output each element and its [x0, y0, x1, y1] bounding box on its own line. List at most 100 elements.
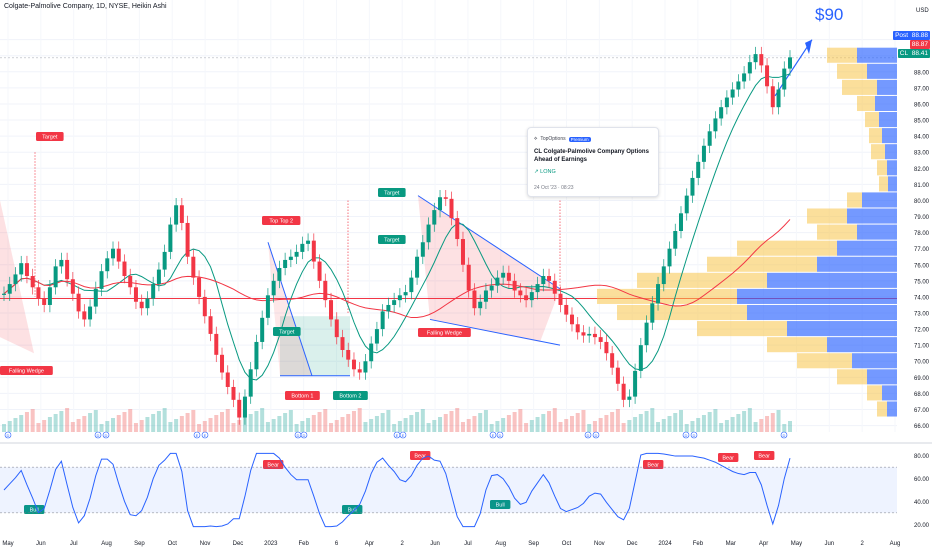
- price-tick-label: 84.00: [914, 135, 930, 141]
- candle-body: [615, 367, 620, 384]
- profile-bar-down: [817, 256, 897, 272]
- volume-bar: [231, 423, 236, 432]
- time-axis[interactable]: May Jun Jul Aug Sep Oct Nov Dec 2023 Feb 6 Apr 2 Jun J…: [2, 541, 900, 547]
- time-tick-label: May: [2, 541, 13, 547]
- candle-body: [449, 198, 454, 219]
- time-tick-label: Aug: [890, 541, 901, 547]
- candle-body: [59, 259, 64, 267]
- profile-bar-down: [787, 321, 897, 337]
- candle-body: [478, 301, 483, 309]
- candle-body: [265, 295, 270, 318]
- bear-label: Bear: [647, 462, 659, 468]
- volume-bar: [294, 424, 299, 432]
- candle-body: [76, 293, 81, 312]
- volume-bar: [151, 414, 156, 432]
- volume-bar: [2, 424, 6, 432]
- target-label: Target: [42, 134, 58, 140]
- time-tick-label: Apr: [759, 541, 768, 547]
- profile-bar-up: [865, 112, 879, 128]
- time-tick-label: Dec: [627, 541, 638, 547]
- rsi-tick-label: 80.00: [914, 454, 930, 460]
- volume-bar: [191, 410, 196, 432]
- volume-bar: [19, 415, 24, 432]
- volume-bar: [782, 424, 787, 432]
- volume-bar: [185, 413, 190, 432]
- idea-card[interactable]: ⟡ TopOptions Premium CL Colgate-Palmoliv…: [527, 127, 659, 197]
- price-tick-label: 74.00: [914, 295, 930, 301]
- profile-bar-up: [807, 208, 847, 224]
- bull-label-bg: [490, 500, 511, 509]
- candle-body: [47, 287, 52, 305]
- candle-body: [524, 295, 529, 301]
- rsi-tick-label: 20.00: [914, 523, 930, 529]
- cl-label: CL: [899, 50, 909, 57]
- candle-body: [288, 256, 293, 260]
- candle-body: [650, 303, 655, 323]
- time-tick-label: Sep: [134, 541, 145, 547]
- volume-bar: [724, 420, 729, 432]
- time-tick-label: Dec: [233, 541, 244, 547]
- volume-bar: [765, 416, 770, 432]
- volume-bar: [415, 412, 420, 432]
- volume-bar: [225, 409, 230, 432]
- last-value: 88.87: [911, 41, 928, 48]
- volume-bar: [547, 411, 552, 432]
- bear-label: Bear: [722, 455, 734, 461]
- candle-body: [707, 131, 712, 146]
- volume-bar: [202, 421, 207, 432]
- candle-body: [661, 266, 666, 285]
- idea-title[interactable]: CL Colgate-Palmolive Company Options Ahe…: [534, 149, 649, 163]
- event-marker: [300, 431, 308, 439]
- volume-bar: [552, 408, 557, 432]
- price-axis[interactable]: 90.0089.0088.0087.0086.0085.0084.0083.00…: [914, 8, 930, 430]
- profile-bar-down: [852, 353, 897, 369]
- candle-body: [317, 261, 322, 281]
- profile-bar-up: [879, 176, 888, 192]
- time-tick-label: Feb: [298, 541, 309, 547]
- event-marker-letter: E: [396, 433, 399, 438]
- candle-body: [369, 343, 374, 362]
- candle-body: [627, 396, 632, 400]
- candle-body: [472, 290, 477, 309]
- time-tick-label: Jul: [70, 541, 78, 547]
- profile-bar-down: [887, 160, 897, 176]
- price-grid: [0, 39, 897, 427]
- candle-body: [133, 287, 138, 302]
- target-label: Target: [279, 329, 295, 335]
- price-tick-label: 73.00: [914, 312, 930, 318]
- volume-bar: [690, 421, 695, 432]
- volume-bar: [541, 414, 546, 432]
- volume-bar: [449, 411, 454, 432]
- volume-bar: [478, 413, 483, 432]
- rsi-axis[interactable]: 80.00 60.00 40.00 20.00: [914, 454, 930, 529]
- annotations: Target Falling Wedge Top Top 2 Target Bottom…: [0, 132, 788, 514]
- candle-body: [415, 256, 420, 278]
- time-tick-label: 2: [401, 541, 405, 547]
- post-value: 88.88: [911, 32, 928, 39]
- volume-bar: [707, 412, 712, 432]
- volume-bar: [162, 408, 167, 432]
- post-price-tag: Post 88.88: [893, 31, 930, 40]
- time-tick-label: Aug: [101, 541, 112, 547]
- price-tick-label: 88.00: [914, 70, 930, 76]
- volume-bar: [7, 421, 12, 432]
- time-tick-label: May: [791, 541, 802, 547]
- candle-body: [99, 271, 104, 289]
- candle-body: [65, 259, 70, 280]
- volume-bar: [260, 408, 265, 432]
- event-marker-letter: D: [499, 433, 502, 438]
- candle-body: [380, 311, 385, 330]
- candle-body: [151, 284, 156, 299]
- target-label: Target: [384, 237, 400, 243]
- volume-bar: [53, 414, 58, 432]
- volume-bar: [128, 409, 133, 432]
- falling-wedge-label-bg: [418, 328, 471, 337]
- candle-body: [260, 317, 265, 342]
- volume-bar: [420, 409, 425, 432]
- volume-bar: [179, 416, 184, 432]
- profile-bar-down: [882, 128, 897, 144]
- profile-bar-up: [857, 95, 875, 112]
- price-tick-label: 78.00: [914, 231, 930, 237]
- candle-body: [111, 248, 116, 259]
- candle-body: [587, 333, 592, 336]
